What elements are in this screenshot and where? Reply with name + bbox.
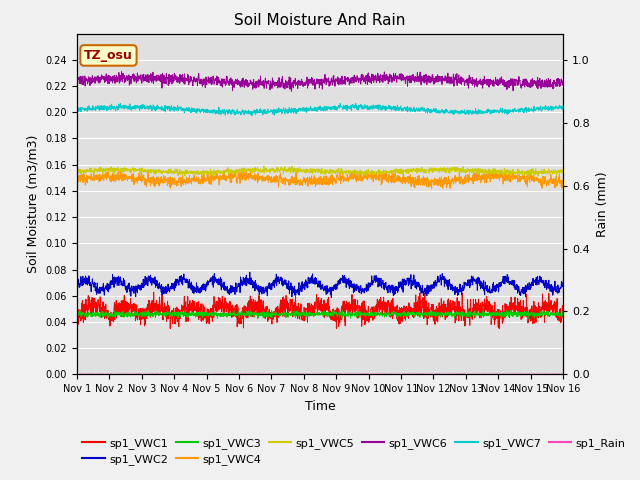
Y-axis label: Rain (mm): Rain (mm) [596, 171, 609, 237]
Y-axis label: Soil Moisture (m3/m3): Soil Moisture (m3/m3) [27, 135, 40, 273]
Legend: sp1_VWC1, sp1_VWC2, sp1_VWC3, sp1_VWC4, sp1_VWC5, sp1_VWC6, sp1_VWC7, sp1_Rain: sp1_VWC1, sp1_VWC2, sp1_VWC3, sp1_VWC4, … [83, 438, 625, 465]
X-axis label: Time: Time [305, 400, 335, 413]
Title: Soil Moisture And Rain: Soil Moisture And Rain [234, 13, 406, 28]
Text: TZ_osu: TZ_osu [84, 49, 133, 62]
